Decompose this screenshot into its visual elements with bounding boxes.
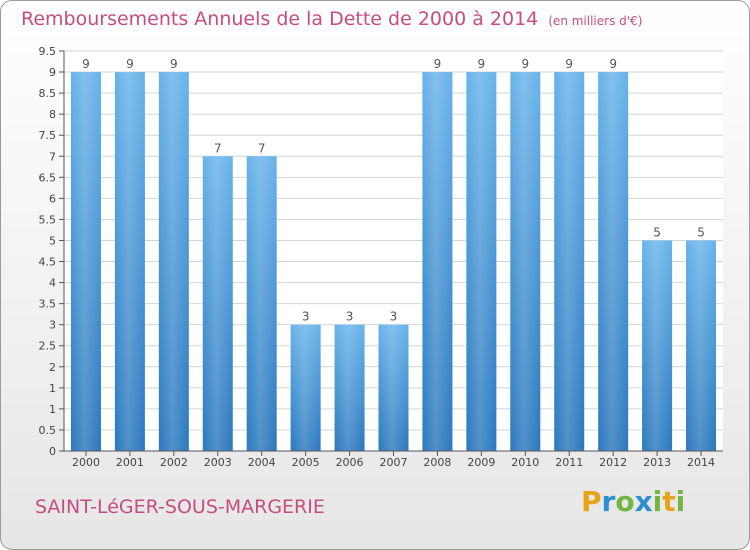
y-tick-label: 4.5 — [39, 256, 57, 269]
bar-shine — [642, 240, 673, 451]
data-label: 9 — [434, 57, 442, 71]
data-label: 3 — [390, 310, 398, 324]
data-label: 5 — [653, 225, 661, 239]
axes-group — [63, 51, 723, 456]
bar-shine — [422, 72, 453, 451]
y-tick-label: 8.5 — [39, 87, 57, 100]
chart-title: Remboursements Annuels de la Dette de 20… — [21, 8, 539, 30]
data-label: 9 — [126, 57, 134, 71]
x-tick-label: 2000 — [72, 456, 100, 469]
bar-shine — [158, 72, 189, 451]
bar-shine — [114, 72, 145, 451]
proxiti-logo: Proxiti — [581, 485, 686, 518]
x-tick-label: 2003 — [204, 456, 232, 469]
data-label: 9 — [170, 57, 178, 71]
x-tick-label: 2011 — [555, 456, 583, 469]
y-tick-label: 5 — [49, 234, 56, 247]
bar-shine — [466, 72, 497, 451]
y-tick-label: 7 — [49, 150, 56, 163]
y-tick-label: 1 — [49, 382, 56, 395]
y-tick-label: 5.5 — [39, 213, 57, 226]
y-tick-label: 6 — [49, 192, 56, 205]
bar-shine — [334, 324, 365, 451]
data-label: 9 — [478, 57, 486, 71]
x-tick-label: 2008 — [423, 456, 451, 469]
data-label: 3 — [302, 310, 310, 324]
bar-shine — [554, 72, 585, 451]
y-tick-label: 4 — [49, 277, 56, 290]
x-tick-label: 2009 — [467, 456, 495, 469]
data-label: 9 — [609, 57, 617, 71]
data-label: 7 — [258, 141, 266, 155]
y-tick-label: 2.5 — [39, 340, 57, 353]
x-tick-label: 2013 — [643, 456, 671, 469]
x-tick-label: 2010 — [511, 456, 539, 469]
data-label: 9 — [521, 57, 529, 71]
y-tick-label: 0 — [49, 445, 56, 458]
bar-shine — [70, 72, 101, 451]
y-tick-label: 7.5 — [39, 129, 57, 142]
bars-group — [70, 72, 717, 451]
y-tick-labels: 0 0.5 1 1 2 2.5 3 3.5 4 4.5 5 5.5 6 6.5 7 7.5 8 8.5 9 9.5 — [39, 45, 57, 458]
data-label: 3 — [346, 310, 354, 324]
data-labels: 9 9 9 7 7 3 3 3 9 9 9 9 9 5 5 — [82, 57, 705, 324]
bar-shine — [290, 324, 321, 451]
y-tick-label: 1 — [49, 403, 56, 416]
x-tick-label: 2012 — [599, 456, 627, 469]
x-tick-label: 2005 — [292, 456, 320, 469]
y-tick-label: 9.5 — [39, 45, 57, 58]
x-tick-label: 2002 — [160, 456, 188, 469]
data-label: 9 — [82, 57, 90, 71]
bar-shine — [246, 156, 277, 451]
bar-shine — [378, 324, 409, 451]
y-tick-label: 8 — [49, 108, 56, 121]
chart-unit: (en milliers d'€) — [548, 14, 643, 28]
bar-shine — [686, 240, 717, 451]
y-tick-label: 3.5 — [39, 298, 57, 311]
x-tick-label: 2007 — [380, 456, 408, 469]
x-tick-label: 2001 — [116, 456, 144, 469]
bar-shine — [598, 72, 629, 451]
data-label: 7 — [214, 141, 222, 155]
x-tick-labels: 2000 2001 2002 2003 2004 2005 2006 2007 2008 2009… — [72, 456, 715, 469]
x-tick-label: 2014 — [687, 456, 715, 469]
y-tick-label: 9 — [49, 66, 56, 79]
bar-shine — [202, 156, 233, 451]
title-row: Remboursements Annuels de la Dette de 20… — [21, 8, 642, 30]
data-label: 9 — [565, 57, 573, 71]
y-tick-label: 2 — [49, 361, 56, 374]
place-name: SAINT-LéGER-SOUS-MARGERIE — [35, 496, 325, 518]
y-tick-label: 6.5 — [39, 171, 57, 184]
data-label: 5 — [697, 225, 705, 239]
x-tick-label: 2006 — [336, 456, 364, 469]
x-tick-label: 2004 — [248, 456, 276, 469]
bar-shine — [510, 72, 541, 451]
y-tick-label: 0.5 — [39, 424, 57, 437]
y-tick-label: 3 — [49, 319, 56, 332]
